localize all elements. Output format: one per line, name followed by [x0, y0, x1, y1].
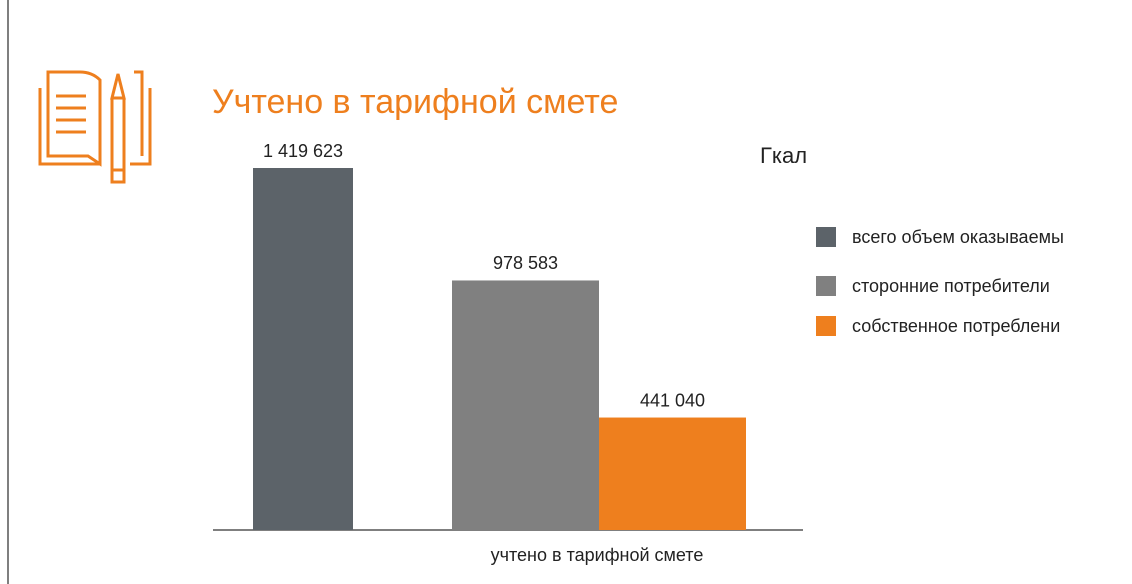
legend-swatch — [816, 276, 836, 296]
legend-swatch — [816, 316, 836, 336]
x-tick-label: учтено в тарифной смете — [491, 545, 704, 565]
unit-label: Гкал — [760, 143, 807, 168]
legend-swatch — [816, 227, 836, 247]
book-icon — [38, 70, 152, 184]
legend-label: сторонние потребители — [852, 276, 1050, 296]
chart-title: Учтено в тарифной смете — [212, 83, 618, 121]
value-label: 441 040 — [640, 390, 705, 410]
legend-label: всего объем оказываемы — [852, 227, 1064, 247]
value-label: 1 419 623 — [263, 141, 343, 161]
bar — [599, 417, 746, 530]
value-label: 978 583 — [493, 253, 558, 273]
legend-label: собственное потреблени — [852, 316, 1060, 336]
bar — [452, 280, 599, 530]
bar — [253, 168, 353, 530]
